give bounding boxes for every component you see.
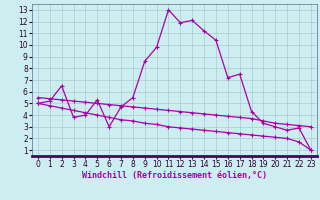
X-axis label: Windchill (Refroidissement éolien,°C): Windchill (Refroidissement éolien,°C) [82, 171, 267, 180]
